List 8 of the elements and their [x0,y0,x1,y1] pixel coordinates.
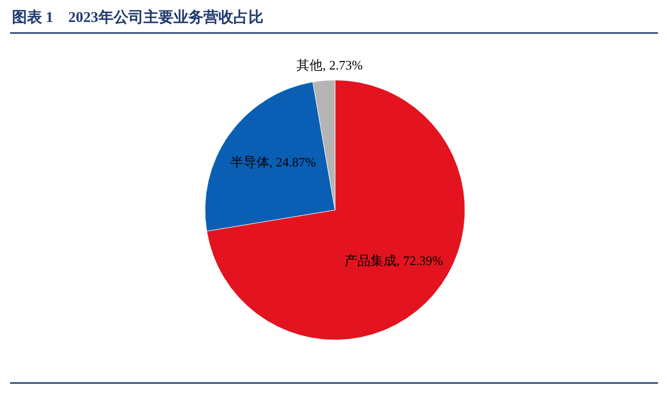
data-label: , 72.39% [396,253,444,268]
slice-label: 半导体 [230,154,270,170]
data-label: , 2.73% [322,58,363,73]
slice-label: 产品集成 [344,253,396,268]
pie-slice [206,80,466,340]
chart-title: 图表 1 2023年公司主要业务营收占比 [12,8,264,26]
data-label: , 24.87% [269,154,316,170]
slice-label: 其他 [296,58,323,73]
